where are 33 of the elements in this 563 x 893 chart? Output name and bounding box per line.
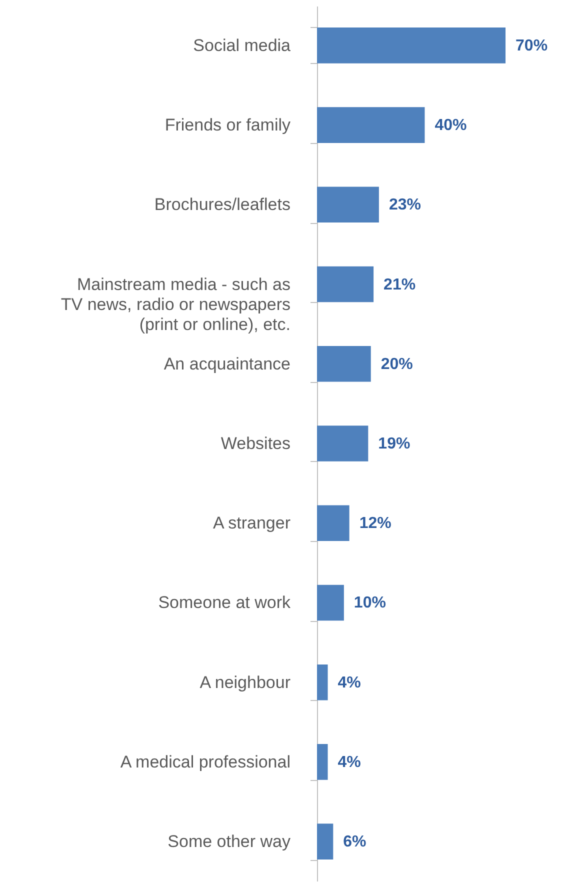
data-label: 40% — [434, 117, 467, 134]
bar — [317, 824, 334, 860]
bar — [317, 505, 350, 542]
y-tick-label: Someone at work — [158, 593, 291, 612]
data-label: 70% — [516, 37, 548, 54]
bar — [317, 664, 328, 700]
y-tick-label: Websites — [220, 434, 290, 453]
bar — [317, 27, 506, 64]
bar — [317, 266, 374, 302]
y-tick-label: A neighbour — [200, 672, 291, 692]
bar — [317, 426, 368, 462]
y-tick-label: Some other way — [168, 832, 291, 852]
data-label: 6% — [343, 834, 366, 851]
data-label: 4% — [338, 754, 361, 771]
y-tick-label: A medical professional — [120, 752, 290, 772]
bar — [317, 107, 425, 143]
bar — [317, 186, 379, 223]
y-tick-label: Friends or family — [164, 116, 291, 135]
y-tick-label: An acquaintance — [164, 354, 290, 374]
y-tick-label: Brochures/leaflets — [154, 195, 290, 214]
data-label: 4% — [338, 674, 361, 692]
y-tick-label: Mainstream media - such as TV news, radio or newspapers (print or online), etc. — [60, 274, 290, 334]
data-label: 10% — [354, 594, 386, 612]
data-label: 21% — [384, 276, 416, 294]
data-label: 20% — [380, 356, 413, 373]
bar — [317, 744, 328, 780]
data-label: 12% — [359, 515, 392, 532]
data-label: 23% — [388, 196, 421, 214]
bar — [317, 346, 371, 382]
bar — [317, 584, 344, 621]
y-tick-label: A stranger — [213, 514, 291, 533]
y-tick-label: Social media — [193, 36, 292, 55]
data-label: 19% — [378, 436, 410, 452]
